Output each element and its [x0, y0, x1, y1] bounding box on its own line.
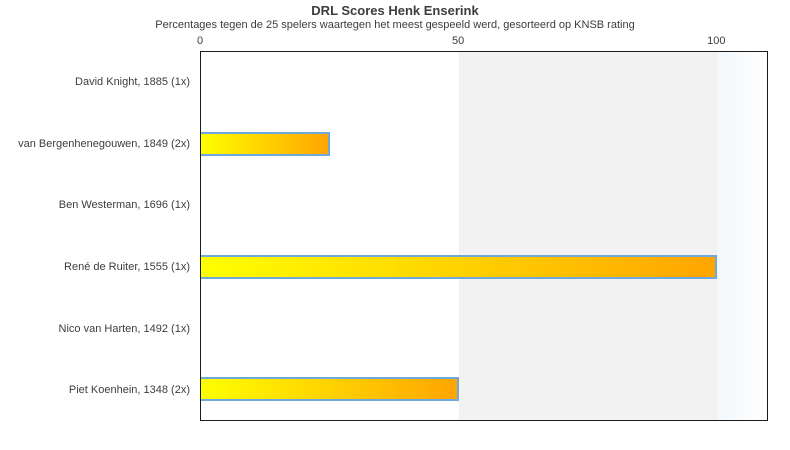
- x-tick-label: 50: [452, 35, 465, 47]
- plot-area: [200, 51, 768, 421]
- score-bar: [201, 377, 460, 402]
- bar-row: [201, 52, 767, 113]
- category-label: Nico van Harten, 1492 (1x): [58, 322, 190, 335]
- category-label: René de Ruiter, 1555 (1x): [64, 260, 190, 273]
- score-bar: [201, 131, 331, 156]
- chart-subtitle: Percentages tegen de 25 spelers waartege…: [155, 19, 635, 31]
- category-label: Piet Koenhein, 1348 (2x): [68, 384, 190, 397]
- x-axis: 0 50 100: [196, 35, 768, 49]
- category-label: David Knight, 1885 (1x): [75, 75, 190, 88]
- x-tick-label: 0: [196, 35, 204, 47]
- category-label: van Bergenhenegouwen, 1849 (2x): [18, 137, 190, 150]
- bar-row: [201, 236, 767, 297]
- bar-series: [201, 52, 767, 420]
- bar-row: [201, 113, 767, 174]
- bar-row: [201, 359, 767, 420]
- score-bar: [201, 254, 718, 279]
- bar-row: [201, 175, 767, 236]
- chart-title: DRL Scores Henk Enserink: [311, 3, 479, 18]
- x-tick-label: 100: [707, 35, 726, 47]
- y-axis-category-labels: David Knight, 1885 (1x) van Bergenhenegou…: [0, 51, 190, 421]
- category-label: Ben Westerman, 1696 (1x): [58, 199, 190, 212]
- bar-row: [201, 297, 767, 358]
